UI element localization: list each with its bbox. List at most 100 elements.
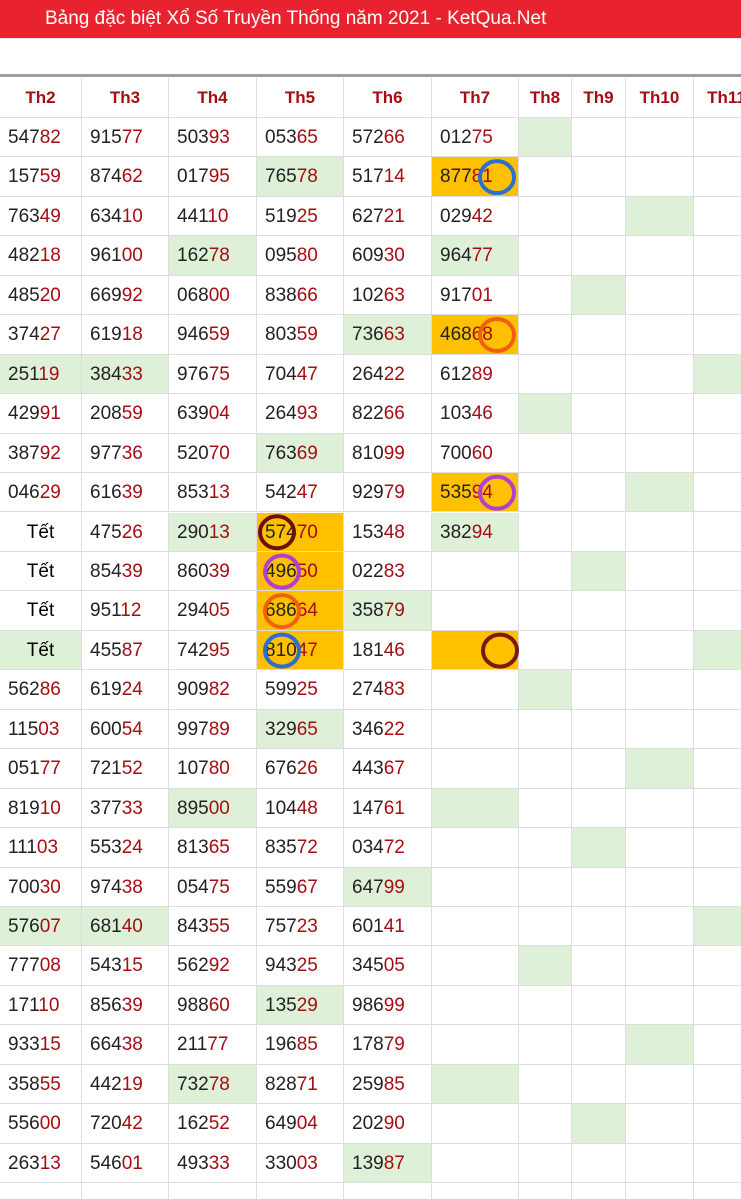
number-head: 547 (8, 127, 40, 148)
table-cell (626, 749, 694, 789)
number-head: 704 (265, 363, 297, 385)
number-tail: 01 (121, 1152, 143, 1174)
number-tail: 38 (121, 1034, 143, 1056)
number-head: 562 (8, 679, 40, 701)
number-tail: 55 (208, 916, 230, 937)
number-tail: 47 (296, 363, 318, 385)
table-cell (694, 591, 741, 631)
table-cell: Tết (0, 551, 82, 592)
table-cell: 18146 (344, 630, 432, 671)
table-cell (519, 907, 572, 947)
number-tail: 03 (38, 718, 60, 740)
table-cell (519, 1025, 572, 1065)
table-cell (694, 434, 741, 474)
number-tail: 18 (121, 324, 143, 346)
number-tail: 50 (296, 560, 318, 582)
table-cell: 54601 (82, 1143, 169, 1184)
table-cell: 95112 (82, 591, 169, 631)
table-cell: 94325 (257, 946, 344, 986)
number-head: 520 (177, 442, 209, 464)
table-cell (519, 394, 572, 434)
table-cell: 14761 (344, 788, 432, 829)
number-head: 720 (90, 1113, 122, 1135)
table-cell (519, 867, 572, 907)
table-cell: 87462 (82, 157, 169, 197)
number-head: 103 (440, 403, 472, 425)
number-tail: 64 (296, 600, 318, 622)
number-head: 171 (8, 994, 39, 1016)
table-cell: 37733 (82, 788, 169, 829)
number-head: 853 (177, 482, 209, 504)
number-tail: 75 (208, 363, 230, 385)
number-head: 835 (265, 837, 297, 859)
table-cell (694, 157, 741, 197)
table-cell (626, 157, 694, 197)
table-cell (572, 788, 626, 829)
hand-circle (478, 159, 516, 196)
table-cell (694, 868, 741, 907)
table-cell (519, 788, 572, 829)
table-cell (519, 1064, 572, 1105)
number-head: 843 (177, 916, 209, 937)
table-cell: 91577 (82, 118, 169, 158)
number-tail: 87 (121, 639, 143, 661)
number-tail: 72 (296, 837, 318, 859)
table-cell (572, 196, 626, 237)
number-head: 178 (352, 1034, 384, 1056)
number-tail: 94 (471, 482, 493, 504)
number-head: 496 (265, 560, 297, 582)
column-header: Th8 (519, 78, 572, 118)
number-tail: 08 (39, 955, 61, 977)
table-cell (626, 394, 694, 434)
table-cell (572, 551, 626, 592)
table-cell (519, 630, 572, 671)
number-tail: 93 (208, 127, 230, 148)
table-cell (626, 1183, 694, 1199)
table-cell (694, 197, 741, 237)
table-cell (432, 1143, 519, 1184)
table-cell: 13987 (344, 1143, 432, 1184)
number-tail: 60 (208, 994, 230, 1016)
table-cell: 35855 (0, 1064, 82, 1105)
table-cell: 98699 (344, 985, 432, 1026)
number-head: 157 (8, 166, 40, 188)
number-tail: 27 (39, 324, 61, 346)
number-tail: 59 (208, 324, 230, 346)
number-head: 104 (265, 797, 297, 819)
number-tail: 75 (208, 876, 230, 898)
number-tail: 59 (39, 166, 61, 188)
table-cell: 52070 (169, 433, 257, 474)
number-tail: 29 (296, 994, 318, 1016)
number-tail: 49 (39, 205, 61, 227)
number-head: 627 (352, 205, 384, 227)
table-cell (572, 315, 626, 355)
table-cell (694, 670, 741, 710)
number-head: 542 (265, 482, 297, 504)
table-cell: 54782 (0, 118, 82, 158)
column-header: Th4 (169, 78, 257, 118)
table-cell (572, 1104, 626, 1144)
table-cell: 55324 (82, 828, 169, 868)
table-cell: 75723 (257, 907, 344, 947)
number-tail: 63 (383, 284, 405, 306)
number-head: 700 (8, 876, 40, 898)
number-tail: 42 (471, 205, 493, 227)
table-cell: 92979 (344, 473, 432, 513)
number-head: 639 (177, 403, 209, 425)
number-head: 997 (177, 718, 209, 740)
table-cell (519, 749, 572, 789)
table-cell (519, 196, 572, 237)
table-cell (572, 591, 626, 631)
table-cell (432, 749, 519, 789)
hand-circle (481, 632, 519, 669)
table-cell (519, 473, 572, 513)
number-head: 612 (440, 363, 472, 385)
table-cell (694, 1025, 741, 1065)
number-head: 546 (90, 1152, 122, 1174)
table-cell: 70447 (257, 354, 344, 395)
number-tail: 19 (121, 1073, 143, 1095)
table-cell: 05475 (169, 867, 257, 907)
number-head: 535 (440, 482, 472, 504)
number-head: 377 (90, 797, 122, 819)
